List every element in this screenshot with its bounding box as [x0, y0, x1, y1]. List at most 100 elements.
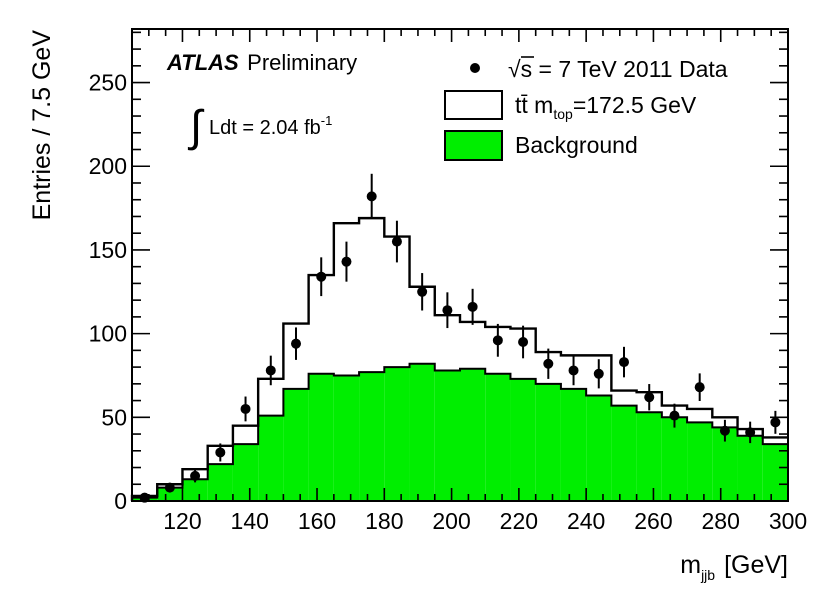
data-point	[770, 417, 781, 428]
legend-data-marker	[470, 63, 480, 73]
legend-ttbar-rest: =172.5 GeV	[573, 92, 697, 118]
x-tick-label: 200	[432, 508, 470, 534]
legend-ttbar-sub: top	[553, 106, 573, 122]
x-tick-label: 260	[634, 508, 672, 534]
background-bin	[207, 464, 233, 501]
x-axis-title-var: m	[680, 551, 701, 579]
data-point	[291, 338, 301, 349]
data-point	[265, 365, 276, 376]
data-point	[644, 392, 655, 403]
data-point	[417, 286, 428, 297]
data-point	[719, 425, 730, 436]
data-point	[492, 335, 503, 346]
background-bin	[636, 412, 662, 501]
background-bin	[333, 375, 360, 501]
background-bin	[510, 378, 536, 501]
y-tick-label: 50	[101, 404, 127, 430]
background-histogram	[131, 362, 788, 501]
x-axis-title: mjjb [GeV]	[680, 551, 788, 583]
data-point	[568, 365, 579, 376]
background-bin	[258, 415, 284, 501]
data-point	[694, 382, 705, 393]
legend-data-sqrt: √	[508, 56, 521, 82]
legend-entry-data: √s = 7 TeV 2011 Data	[470, 56, 728, 82]
x-tick-label: 280	[702, 508, 740, 534]
background-bin	[687, 422, 713, 501]
background-bin	[560, 388, 587, 501]
data-point	[619, 357, 629, 368]
lumi-exponent: -1	[321, 113, 333, 128]
lumi-integral-sign: ∫	[187, 102, 205, 151]
background-bin	[283, 388, 309, 501]
x-axis-title-unit: [GeV]	[724, 551, 788, 579]
background-bin	[737, 435, 763, 501]
x-tick-label: 240	[567, 508, 605, 534]
x-tick-label: 220	[500, 508, 538, 534]
lumi-label: Ldt = 2.04 fb-1	[209, 113, 332, 139]
legend-background-label: Background	[515, 132, 638, 158]
data-point	[745, 427, 756, 438]
background-bin	[535, 383, 561, 501]
legend-entry-ttbar: tt̄ mtop=172.5 GeV	[444, 90, 697, 122]
legend: √s = 7 TeV 2011 Data tt̄ mtop=172.5 GeV …	[444, 56, 728, 161]
legend-ttbar-tbar: t̄	[520, 92, 528, 118]
legend-data-label: √s = 7 TeV 2011 Data	[508, 56, 728, 82]
lumi-value: Ldt = 2.04 fb	[209, 117, 321, 139]
data-point	[467, 301, 478, 312]
x-axis-ticks: 120 140 160 180 200 220 240 260 280 300	[148, 29, 807, 534]
legend-ttbar-t: t	[515, 92, 522, 118]
preliminary-word: Preliminary	[247, 50, 357, 75]
background-bin	[384, 367, 410, 501]
data-point	[190, 470, 201, 481]
y-tick-label: 250	[89, 70, 127, 96]
legend-background-box	[444, 130, 503, 161]
legend-ttbar-label: tt̄ mtop=172.5 GeV	[515, 92, 697, 122]
background-bin	[485, 373, 511, 501]
y-tick-label: 0	[114, 488, 127, 514]
data-points	[139, 173, 781, 503]
y-axis-title: Entries / 7.5 GeV	[28, 30, 56, 221]
data-point	[442, 305, 453, 316]
background-bin	[157, 487, 183, 501]
legend-data-s: s	[521, 56, 533, 82]
data-point	[341, 256, 352, 267]
x-tick-label: 180	[365, 508, 403, 534]
data-point	[215, 447, 226, 458]
background-bin	[182, 479, 208, 501]
x-axis-title-sub: jjb	[700, 567, 715, 583]
legend-ttbar-box	[444, 90, 503, 120]
background-bin	[661, 417, 688, 501]
data-point	[669, 410, 680, 421]
x-tick-label: 120	[163, 508, 201, 534]
data-point	[543, 358, 554, 369]
legend-entry-background: Background	[444, 130, 638, 161]
x-tick-label: 140	[231, 508, 269, 534]
x-tick-label: 300	[769, 508, 807, 534]
atlas-label: ATLAS Preliminary	[166, 50, 357, 75]
data-point	[164, 482, 175, 493]
background-bin	[409, 363, 435, 501]
background-bin	[762, 444, 788, 501]
y-axis-ticks: 0 50 100 150 200 250	[89, 31, 788, 514]
data-point	[391, 236, 402, 247]
y-tick-label: 200	[89, 153, 127, 179]
background-bin	[586, 395, 612, 501]
background-bin	[232, 444, 259, 501]
background-bin	[308, 373, 334, 501]
data-point	[316, 271, 327, 282]
y-tick-label: 100	[89, 321, 127, 347]
data-point	[518, 336, 529, 347]
y-tick-label: 150	[89, 237, 127, 263]
background-bin	[434, 370, 460, 501]
background-bin	[359, 372, 385, 501]
data-point	[366, 191, 377, 202]
legend-data-rest: = 7 TeV 2011 Data	[532, 56, 728, 82]
x-tick-label: 160	[298, 508, 336, 534]
atlas-word: ATLAS	[166, 50, 239, 75]
plot-frame	[131, 28, 789, 502]
data-point	[240, 403, 251, 414]
legend-ttbar-m: m	[528, 92, 554, 118]
background-bin	[460, 368, 486, 501]
data-point	[593, 368, 604, 379]
